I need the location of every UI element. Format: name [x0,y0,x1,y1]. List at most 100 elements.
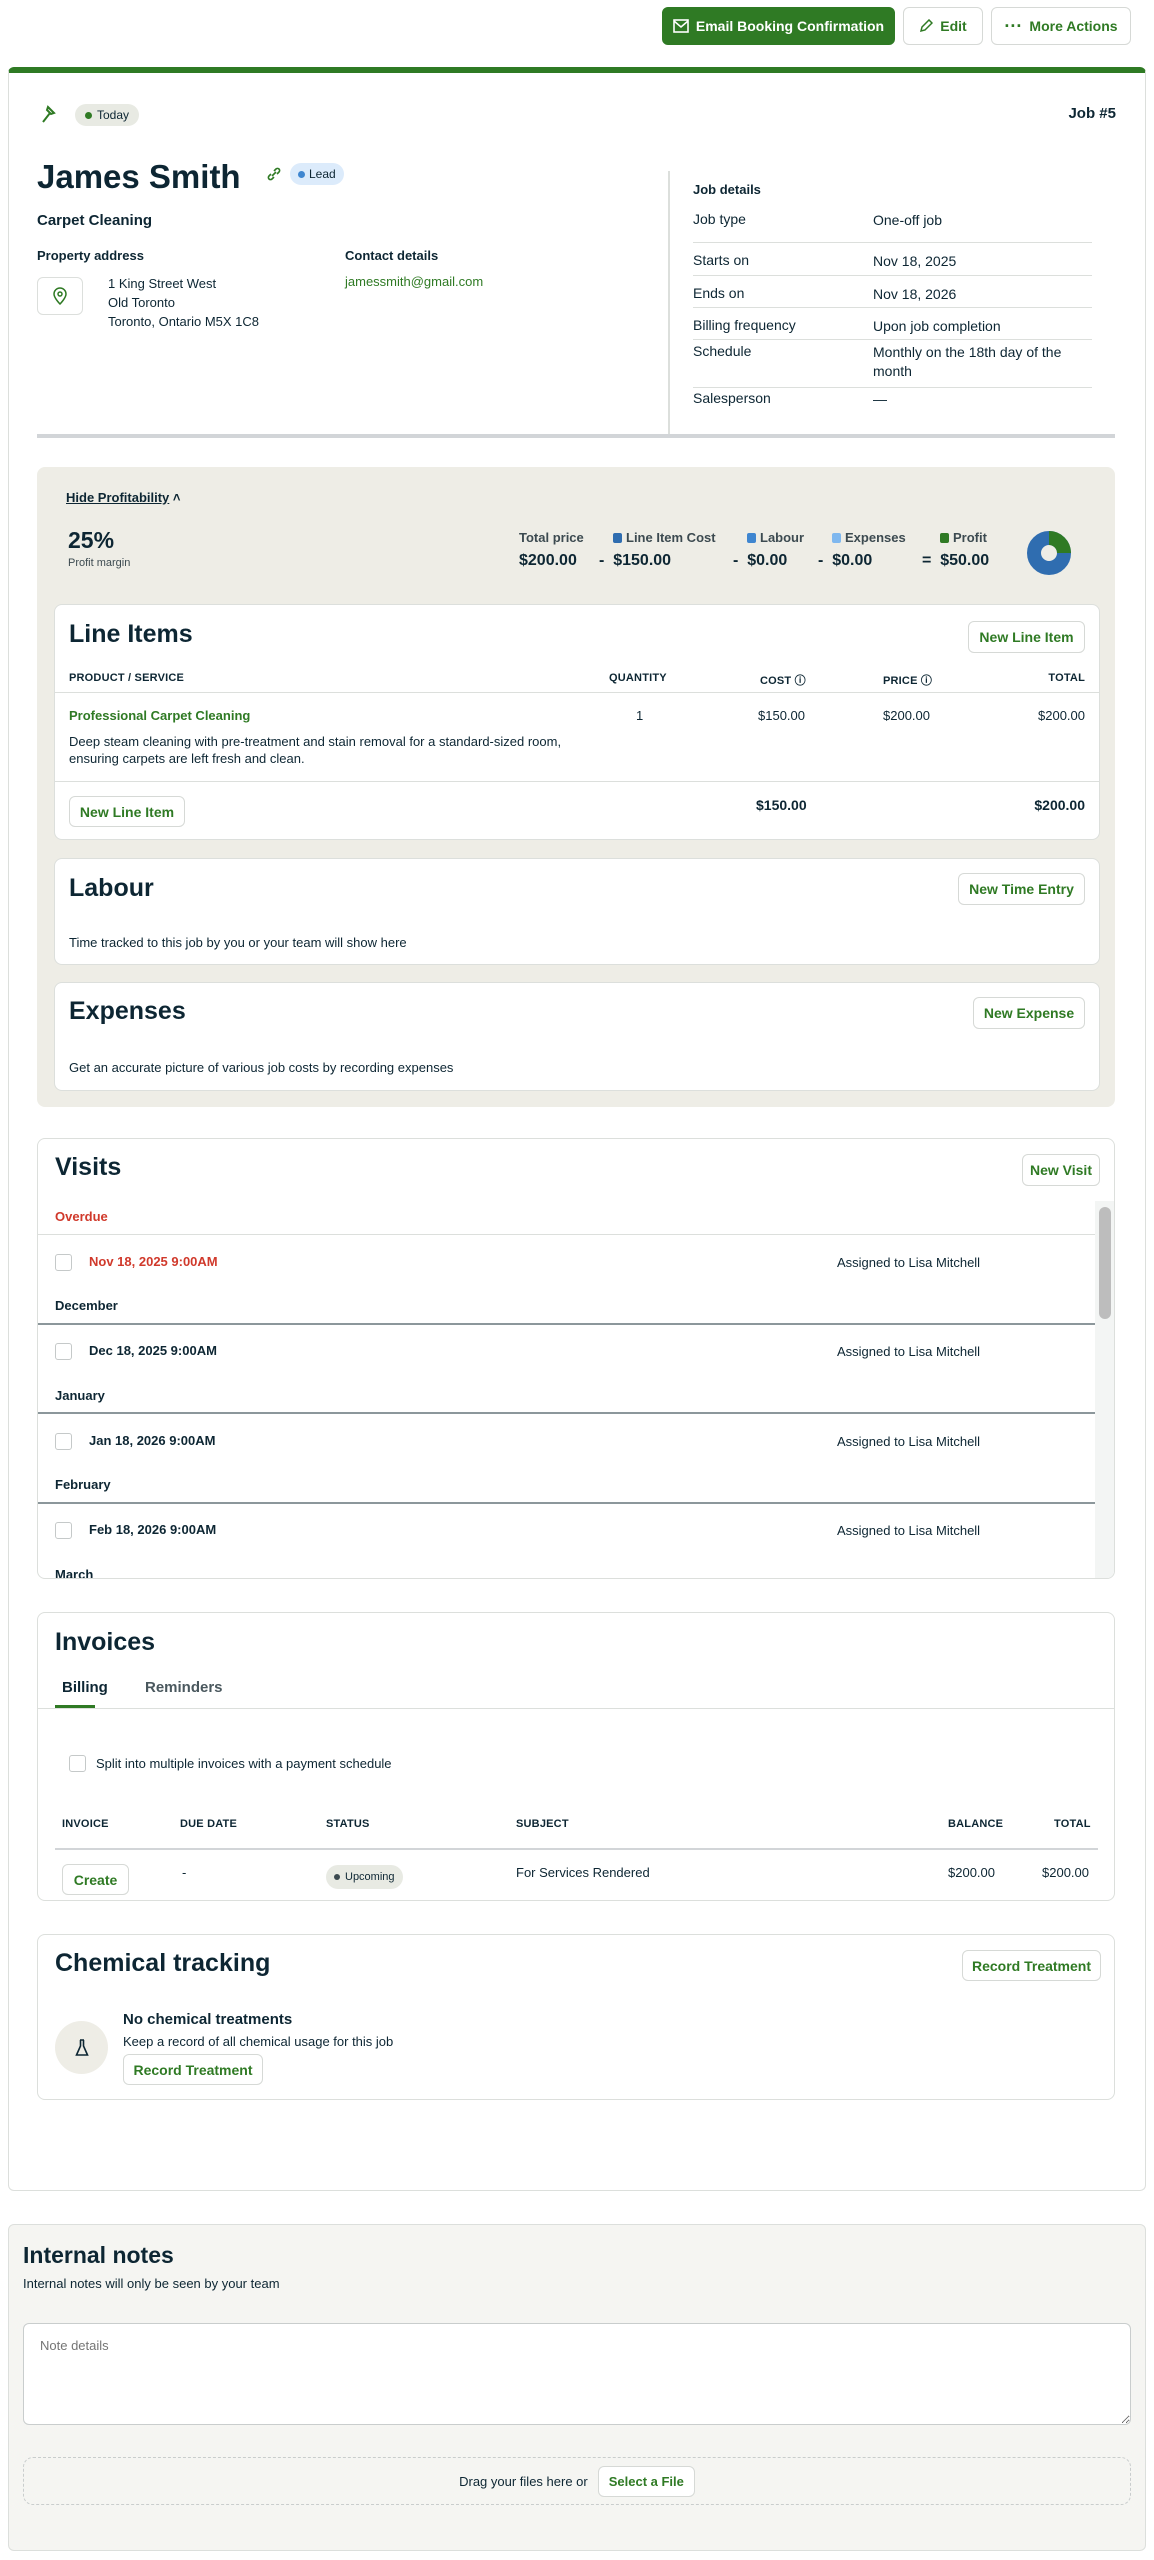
job-wrench-icon [42,105,56,123]
new-line-item-button[interactable]: New Line Item [968,621,1085,653]
cost-item: Line Item Cost - $150.00 [599,530,716,569]
flask-icon [55,2021,108,2074]
visit-checkbox[interactable] [55,1433,72,1450]
expenses-card [54,982,1100,1091]
visit-group-february: February [55,1477,111,1492]
detail-row: Billing frequency Upon job completion [693,308,1092,340]
expenses-title: Expenses [69,997,186,1025]
visit-checkbox[interactable] [55,1343,72,1360]
col-subject: SUBJECT [516,1818,569,1830]
edit-button[interactable]: Edit [903,7,983,45]
email-icon [673,19,689,33]
legend-swatch [832,533,841,543]
invoice-total: $200.00 [1042,1865,1089,1880]
tab-reminders[interactable]: Reminders [145,1679,223,1696]
new-visit-button[interactable]: New Visit [1022,1154,1100,1186]
client-name[interactable]: James Smith [37,158,241,195]
file-dropzone[interactable]: Drag your files here or Select a File [23,2457,1131,2505]
note-details-input[interactable] [23,2323,1131,2425]
job-card [8,67,1146,2191]
col-total: TOTAL [1048,672,1085,684]
job-number: Job #5 [1068,105,1116,122]
tab-billing[interactable]: Billing [62,1679,108,1696]
line-item-qty: 1 [636,708,644,723]
profit-donut-chart [1027,531,1071,575]
line-item-name[interactable]: Professional Carpet Cleaning [69,708,251,723]
visits-card: Visits New Visit Overdue Nov 18, 2025 9:… [37,1138,1115,1579]
address-line: Old Toronto [108,295,175,310]
total-price-label: Total price [519,530,584,545]
detail-row: Starts on Nov 18, 2025 [693,243,1092,276]
visit-date[interactable]: Dec 18, 2025 9:00AM [89,1343,217,1358]
new-line-item-footer-button[interactable]: New Line Item [69,796,185,827]
detail-row: Job type One-off job [693,211,1092,243]
more-actions-button[interactable]: ··· More Actions [991,7,1131,45]
total-price: Total price $200.00 [519,530,584,570]
legend-swatch [613,533,622,543]
new-expense-button[interactable]: New Expense [973,997,1085,1029]
edit-label: Edit [940,18,967,34]
line-items-card [54,604,1100,840]
col-quantity: QUANTITY [609,672,667,684]
notes-subtitle: Internal notes will only be seen by your… [23,2276,280,2291]
visit-date[interactable]: Nov 18, 2025 9:00AM [89,1254,218,1269]
detail-row: Ends on Nov 18, 2026 [693,276,1092,308]
contact-email-link[interactable]: jamessmith@gmail.com [345,274,484,289]
map-pin-button[interactable] [37,277,83,315]
visit-date[interactable]: Jan 18, 2026 9:00AM [89,1433,216,1448]
link-icon[interactable] [266,166,282,182]
visit-checkbox[interactable] [55,1522,72,1539]
split-invoices-checkbox[interactable] [69,1755,86,1772]
split-invoices-label: Split into multiple invoices with a paym… [96,1756,392,1771]
total-price-value: $200.00 [519,552,577,569]
visits-scrollbar[interactable] [1095,1201,1114,1578]
active-tab-indicator [55,1705,95,1708]
job-title: Carpet Cleaning [37,212,153,229]
col-due-date: DUE DATE [180,1818,238,1830]
visit-group-january: January [55,1388,105,1403]
create-invoice-button[interactable]: Create [62,1864,129,1895]
col-total: TOTAL [1054,1818,1091,1830]
new-time-entry-button[interactable]: New Time Entry [958,873,1085,905]
status-text: Today [97,108,130,122]
detail-row: Schedule Monthly on the 18th day of the m… [693,340,1092,388]
legend-swatch [747,533,756,543]
line-item-total: $200.00 [1038,708,1085,723]
notes-title: Internal notes [23,2242,174,2268]
invoices-card: Invoices Billing Reminders Split into mu… [37,1612,1115,1901]
line-items-title: Line Items [69,620,193,648]
cost-total: $150.00 [756,797,807,813]
pencil-icon [920,19,934,33]
visits-title: Visits [55,1153,122,1181]
tabs-divider [38,1708,1114,1709]
help-icon[interactable]: ⓘ [794,675,806,687]
more-label: More Actions [1029,18,1118,34]
lead-badge: Lead [290,163,344,185]
email-booking-confirmation-button[interactable]: Email Booking Confirmation [662,7,895,45]
toggle-label: Hide Profitability [66,490,170,505]
visits-list[interactable]: Overdue Nov 18, 2025 9:00AM Assigned to … [38,1201,1114,1579]
visit-group-march: March [55,1567,94,1579]
details-divider [668,171,670,435]
legend-swatch [940,533,949,543]
record-treatment-button[interactable]: Record Treatment [962,1950,1101,1981]
chevron-up-icon: ˄ [172,490,181,505]
line-item-cost: $150.00 [758,708,805,723]
help-icon[interactable]: ⓘ [920,675,933,687]
divider [55,692,1099,693]
donut-profit-slice [1027,531,1071,575]
visit-date[interactable]: Feb 18, 2026 9:00AM [89,1522,217,1537]
status-badge: Today [75,104,140,126]
hide-profitability-toggle[interactable]: Hide Profitability ˄ [66,490,181,505]
invoice-balance: $200.00 [948,1865,995,1880]
visit-checkbox[interactable] [55,1254,72,1271]
visit-group-overdue: Overdue [55,1209,108,1224]
record-treatment-inline-button[interactable]: Record Treatment [123,2054,263,2085]
line-item-desc: Deep steam cleaning with pre-treatment a… [69,734,562,766]
labour-empty-text: Time tracked to this job by you or your … [69,935,407,950]
select-file-button[interactable]: Select a File [597,2465,695,2497]
visit-assignee: Assigned to Lisa Mitchell [837,1523,981,1538]
col-price: PRICE ⓘ [883,675,933,687]
invoice-due-date: - [182,1865,187,1880]
chemical-empty-title: No chemical treatments [123,2011,293,2028]
